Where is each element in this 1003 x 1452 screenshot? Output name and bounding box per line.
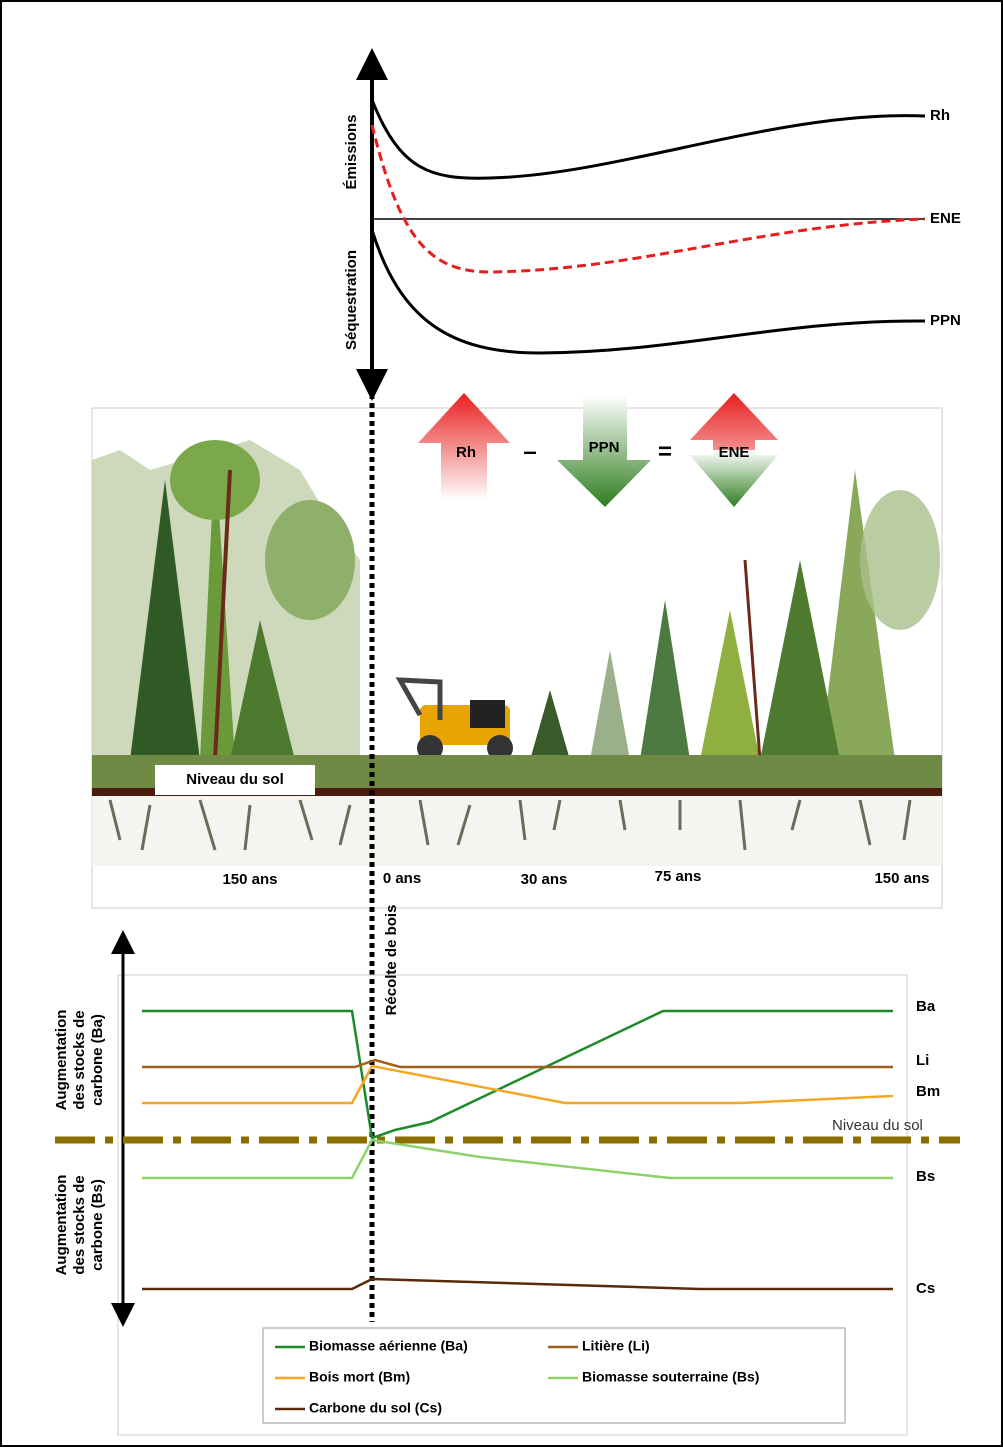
y-label: Séquestration <box>343 250 360 350</box>
age-label: 0 ans <box>383 870 421 887</box>
diagram: Émissions Séquestration Rh ENE PPN Rh <box>0 0 1003 1447</box>
ground-label: Niveau du sol <box>832 1117 923 1134</box>
legend-label: Biomasse souterraine (Bs) <box>582 1369 759 1385</box>
curve-label: ENE <box>930 210 961 227</box>
y-label-line: des stocks de <box>71 1175 88 1274</box>
y-label-line: Augmentation <box>53 1010 70 1111</box>
y-label: Émissions <box>343 114 360 189</box>
age-label: 150 ans <box>222 871 277 888</box>
y-label-line: carbone (Bs) <box>89 1179 106 1271</box>
age-label: 150 ans <box>874 870 929 887</box>
equation-term: ENE <box>719 444 750 461</box>
y-label-line: carbone (Ba) <box>89 1014 106 1106</box>
y-label-line: des stocks de <box>71 1010 88 1109</box>
age-label: 30 ans <box>521 871 568 888</box>
legend-label: Carbone du sol (Cs) <box>309 1400 442 1416</box>
equation: Rh – PPN = ENE <box>418 393 778 507</box>
forest-panel: Rh – PPN = ENE Niveau du sol 150 ans 0 a… <box>92 393 942 908</box>
y-label-line: Augmentation <box>53 1175 70 1276</box>
legend-label: Bois mort (Bm) <box>309 1369 410 1385</box>
curve-label: PPN <box>930 312 961 329</box>
ground-label: Niveau du sol <box>186 771 284 788</box>
harvest-label: Récolte de bois <box>383 905 400 1016</box>
equation-operator: – <box>523 438 536 465</box>
equation-term: Rh <box>456 444 476 461</box>
legend-label: Litière (Li) <box>582 1338 650 1354</box>
equation-term: PPN <box>589 439 620 456</box>
curve-label: Ba <box>916 998 936 1015</box>
curve-label: Rh <box>930 107 950 124</box>
curve-label: Li <box>916 1052 929 1069</box>
age-label: 75 ans <box>655 868 702 885</box>
curve-label: Bs <box>916 1168 935 1185</box>
curve-label: Bm <box>916 1083 940 1100</box>
curve-label: Cs <box>916 1280 935 1297</box>
legend-label: Biomasse aérienne (Ba) <box>309 1338 468 1354</box>
equation-operator: = <box>658 438 672 465</box>
